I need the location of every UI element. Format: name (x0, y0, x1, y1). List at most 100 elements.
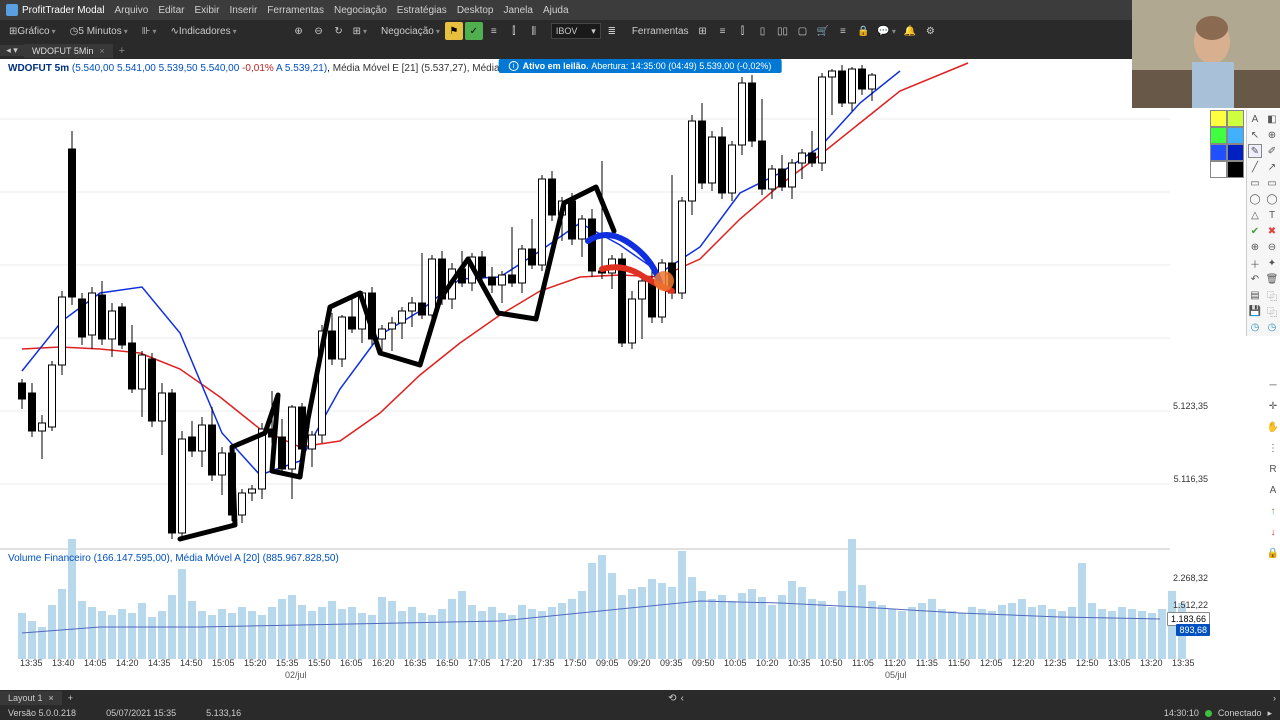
color-palette[interactable] (1210, 110, 1244, 178)
menu-negociação[interactable]: Negociação (334, 5, 387, 16)
neg-button[interactable]: Negociação▾ (378, 22, 443, 40)
color-swatch[interactable] (1227, 161, 1244, 178)
zoomin-icon[interactable]: ⊕ (1248, 240, 1262, 254)
zoomout-icon[interactable]: ⊖ (1265, 240, 1279, 254)
time-label: 17:50 (564, 658, 587, 668)
cart-icon[interactable]: 🛒 (814, 22, 832, 40)
refresh-icon[interactable]: ↻ (330, 22, 348, 40)
plus-icon[interactable]: ＋ (1248, 256, 1262, 270)
chart-tab[interactable]: WDOFUT 5Min × (24, 44, 113, 58)
ellipse-icon[interactable]: ◯ (1248, 192, 1262, 206)
chart-area[interactable]: WDOFUT 5m (5.540,00 5.541,00 5.539,50 5.… (0, 59, 1210, 706)
x-icon[interactable]: ✖ (1265, 224, 1279, 238)
triangle-icon[interactable]: △ (1248, 208, 1262, 222)
color-swatch[interactable] (1210, 110, 1227, 127)
text2-icon[interactable]: T (1265, 208, 1279, 222)
expand-icon[interactable]: ▸ (1267, 708, 1272, 719)
grid-icon[interactable]: ⊞ (694, 22, 712, 40)
menu-janela[interactable]: Janela (504, 5, 533, 16)
tools-button[interactable]: Ferramentas (629, 22, 692, 40)
lock-icon[interactable]: 🔒 (854, 22, 872, 40)
lock2-icon[interactable]: 🔒 (1267, 548, 1279, 559)
clock2-icon[interactable]: ◷ (1265, 320, 1279, 334)
add-tab-button[interactable]: + (113, 45, 131, 57)
rect-icon[interactable]: ▭ (1248, 176, 1262, 190)
list-icon[interactable]: ≡ (485, 22, 503, 40)
col2-icon[interactable]: ▯▯ (774, 22, 792, 40)
symbol-select[interactable]: IBOV▾ (551, 23, 601, 39)
doc-icon[interactable]: ▢ (794, 22, 812, 40)
dn-icon[interactable]: ↓ (1271, 527, 1276, 538)
color-swatch[interactable] (1210, 161, 1227, 178)
type-dd[interactable]: ⊪▾ (139, 22, 160, 40)
layers-icon[interactable]: ⿻ (1265, 304, 1279, 318)
chart-type-button[interactable]: ⊞ Gráfico ▾ (6, 22, 59, 40)
tab-nav[interactable]: ◂ ▾ (0, 45, 24, 56)
menu-ferramentas[interactable]: Ferramentas (267, 5, 324, 16)
list2-icon[interactable]: ≣ (603, 22, 621, 40)
close-layout-icon[interactable]: × (49, 693, 54, 703)
flag-green-icon[interactable]: ✓ (465, 22, 483, 40)
cursor-icon[interactable]: ↖ (1248, 128, 1262, 142)
chat-icon[interactable]: 💬▾ (874, 22, 898, 40)
color-swatch[interactable] (1227, 127, 1244, 144)
layout-grid-icon[interactable]: ⊞▾ (350, 22, 370, 40)
rect2-icon[interactable]: ▭ (1265, 176, 1279, 190)
ellipse2-icon[interactable]: ◯ (1265, 192, 1279, 206)
flag-yellow-icon[interactable]: ⚑ (445, 22, 463, 40)
color-swatch[interactable] (1210, 144, 1227, 161)
fib-icon[interactable]: ⫿ (734, 22, 752, 40)
interval-button[interactable]: ◷ 5 Minutos ▾ (67, 22, 131, 40)
status-bar: Versão 5.0.0.218 05/07/2021 15:35 5.133,… (0, 706, 1280, 720)
layout-tab[interactable]: Layout 1 × (0, 691, 62, 705)
target-icon[interactable]: ⊕ (1265, 128, 1279, 142)
menu-ajuda[interactable]: Ajuda (543, 5, 569, 16)
bars-icon[interactable]: ⫿ (505, 22, 523, 40)
sparkle-icon[interactable]: ✦ (1265, 256, 1279, 270)
menu-arquivo[interactable]: Arquivo (114, 5, 148, 16)
hline-icon[interactable]: ─ (1269, 380, 1276, 391)
a-icon[interactable]: A (1270, 485, 1277, 496)
page-icon[interactable]: ▤ (1248, 288, 1262, 302)
color-swatch[interactable] (1227, 144, 1244, 161)
save-icon[interactable]: 💾 (1248, 304, 1262, 318)
copy-icon[interactable]: ⿻ (1265, 288, 1279, 302)
scroll-restore-icon[interactable]: ⟲ (668, 693, 676, 704)
gear-icon[interactable]: ⚙ (921, 22, 939, 40)
col-icon[interactable]: ▯ (754, 22, 772, 40)
r-icon[interactable]: R (1269, 464, 1276, 475)
pen-icon[interactable]: ✐ (1265, 144, 1279, 158)
levels-icon[interactable]: ≡ (714, 22, 732, 40)
up-icon[interactable]: ↑ (1271, 506, 1276, 517)
indicators-button[interactable]: ∿ Indicadores ▾ (167, 22, 239, 40)
pencil-icon[interactable]: ✎ (1248, 144, 1262, 158)
menu-inserir[interactable]: Inserir (229, 5, 257, 16)
menu-exibir[interactable]: Exibir (194, 5, 219, 16)
cross-icon[interactable]: ✛ (1269, 401, 1277, 412)
color-swatch[interactable] (1227, 110, 1244, 127)
close-tab-icon[interactable]: × (99, 46, 104, 56)
menu-desktop[interactable]: Desktop (457, 5, 494, 16)
menu-editar[interactable]: Editar (158, 5, 184, 16)
hand-icon[interactable]: ✋ (1267, 422, 1279, 433)
color-swatch[interactable] (1210, 127, 1227, 144)
text-tool-icon[interactable]: A (1248, 112, 1262, 126)
auction-notice: i Ativo em leilão. Abertura: 14:35:00 (0… (499, 59, 782, 73)
scroll-left-icon[interactable]: ‹ (681, 693, 684, 704)
trash-icon[interactable]: 🗑 (1265, 272, 1279, 286)
undo-icon[interactable]: ↶ (1248, 272, 1262, 286)
line-icon[interactable]: ╱ (1248, 160, 1262, 174)
db-icon[interactable]: ≡ (834, 22, 852, 40)
stats-icon[interactable]: ⫼ (525, 22, 543, 40)
menu-estratégias[interactable]: Estratégias (397, 5, 447, 16)
zoom-in-icon[interactable]: ⊕ (290, 22, 308, 40)
clock-icon[interactable]: ◷ (1248, 320, 1262, 334)
dots-icon[interactable]: ⋮ (1268, 443, 1278, 454)
bell-icon[interactable]: 🔔 (901, 22, 919, 40)
zoom-out-icon[interactable]: ⊖ (310, 22, 328, 40)
check-icon[interactable]: ✔ (1248, 224, 1262, 238)
arrow-icon[interactable]: ↗ (1265, 160, 1279, 174)
scroll-right-icon[interactable]: › (1273, 693, 1276, 703)
color-tool-icon[interactable]: ◧ (1265, 112, 1279, 126)
add-layout-button[interactable]: + (62, 693, 79, 703)
